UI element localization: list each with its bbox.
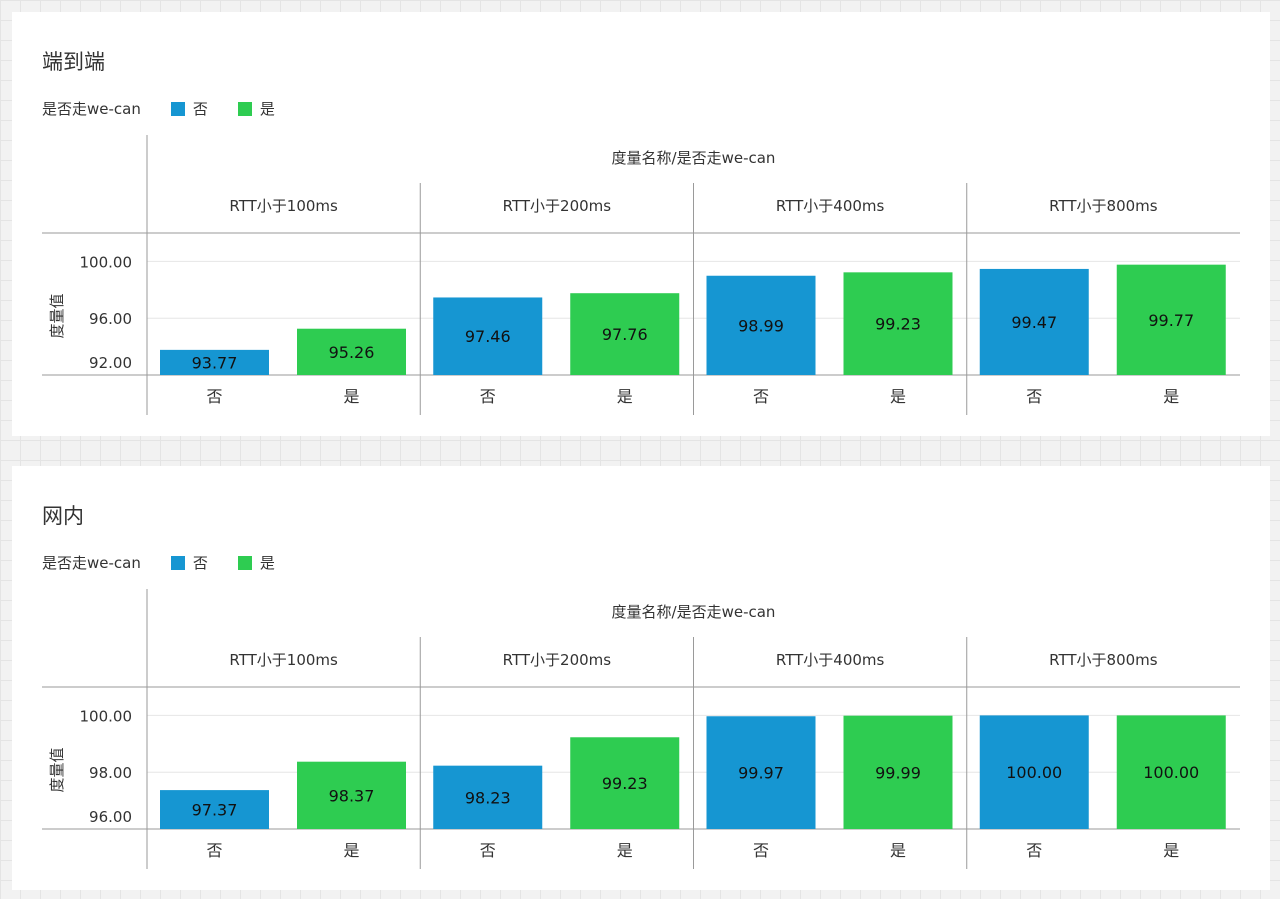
bar-no [160, 349, 269, 375]
group-label: RTT小于100ms [229, 651, 338, 669]
group-label: RTT小于100ms [229, 197, 338, 215]
legend-swatch-no [170, 101, 185, 116]
legend-swatch-yes [237, 555, 252, 570]
bar-no [706, 275, 816, 375]
x-tick-label: 否 [1026, 387, 1042, 406]
x-tick-label: 是 [1163, 841, 1179, 860]
legend-swatch-no [170, 555, 185, 570]
bar-value-label: 99.23 [875, 315, 921, 334]
legend-item-no[interactable]: 否 [170, 98, 208, 119]
legend-title: 是否走we-can [42, 100, 141, 118]
y-tick-label: 96.00 [89, 808, 132, 826]
x-tick-label: 是 [343, 841, 359, 860]
bar-no [433, 765, 543, 829]
x-tick-label: 否 [753, 841, 769, 860]
legend: 是否走we-can 否 是 [42, 98, 275, 119]
bar-yes [843, 272, 953, 375]
group-label: RTT小于200ms [503, 651, 612, 669]
legend-label: 是 [259, 554, 275, 572]
x-tick-label: 否 [480, 841, 496, 860]
bar-no [979, 268, 1089, 375]
x-tick-label: 是 [890, 387, 906, 406]
legend-title: 是否走we-can [42, 554, 141, 572]
y-tick-label: 92.00 [89, 354, 132, 372]
y-tick-label: 96.00 [89, 310, 132, 328]
bar-value-label: 99.97 [738, 764, 784, 783]
bar-value-label: 97.76 [602, 325, 648, 344]
y-tick-label: 100.00 [80, 253, 133, 271]
bar-value-label: 99.77 [1148, 311, 1194, 330]
x-tick-label: 是 [617, 387, 633, 406]
group-label: RTT小于400ms [776, 197, 885, 215]
bar-value-label: 100.00 [1006, 763, 1062, 782]
bar-no [706, 716, 816, 829]
bar-value-label: 98.99 [738, 316, 784, 335]
group-label: RTT小于200ms [503, 197, 612, 215]
bar-value-label: 95.26 [329, 343, 375, 362]
bar-value-label: 98.37 [329, 786, 375, 805]
bar-chart: 92.00 96.00 100.00 度量值 度量名称/是否走we-can RTT小于10… [42, 135, 1240, 415]
bar-yes [1116, 715, 1226, 829]
bar-yes [297, 761, 406, 829]
bar-value-label: 99.99 [875, 763, 921, 782]
y-axis-label: 度量值 [48, 747, 66, 792]
bar-yes [843, 715, 953, 829]
bar-no [160, 790, 269, 829]
bar-value-label: 98.23 [465, 788, 511, 807]
x-tick-label: 否 [206, 841, 222, 860]
x-tick-label: 是 [1163, 387, 1179, 406]
group-label: RTT小于800ms [1049, 651, 1158, 669]
chart-card-intranet: 网内 是否走we-can 否 是 96.00 98.00 100.00 度量值 度量名称… [12, 466, 1270, 890]
y-tick-label: 100.00 [80, 707, 133, 725]
y-tick-label: 98.00 [89, 764, 132, 782]
x-tick-label: 是 [343, 387, 359, 406]
legend-label: 否 [192, 554, 208, 572]
legend-label: 是 [259, 100, 275, 118]
legend-label: 否 [192, 100, 208, 118]
header-label: 度量名称/是否走we-can [612, 603, 776, 621]
legend-item-yes[interactable]: 是 [237, 98, 275, 119]
header-label: 度量名称/是否走we-can [612, 149, 776, 167]
x-tick-label: 否 [206, 387, 222, 406]
bar-chart: 96.00 98.00 100.00 度量值 度量名称/是否走we-can RTT小于10… [42, 589, 1240, 869]
bar-yes [570, 293, 680, 375]
bar-yes [297, 328, 406, 375]
bar-no [979, 715, 1089, 829]
bar-no [433, 297, 543, 375]
bar-yes [1116, 264, 1226, 375]
bar-value-label: 99.47 [1011, 313, 1057, 332]
bar-value-label: 97.37 [192, 801, 238, 820]
chart-title: 网内 [42, 504, 84, 528]
group-label: RTT小于800ms [1049, 197, 1158, 215]
x-tick-label: 否 [753, 387, 769, 406]
bar-value-label: 99.23 [602, 774, 648, 793]
chart-card-end-to-end: 端到端 是否走we-can 否 是 92.00 96.00 100.00 度量值 度量名… [12, 12, 1270, 436]
bar-yes [570, 737, 680, 829]
bar-value-label: 100.00 [1143, 763, 1199, 782]
legend-item-no[interactable]: 否 [170, 552, 208, 573]
bar-value-label: 93.77 [192, 353, 238, 372]
legend-swatch-yes [237, 101, 252, 116]
x-tick-label: 是 [617, 841, 633, 860]
legend: 是否走we-can 否 是 [42, 552, 275, 573]
group-label: RTT小于400ms [776, 651, 885, 669]
bar-value-label: 97.46 [465, 327, 511, 346]
chart-title: 端到端 [42, 50, 105, 74]
x-tick-label: 否 [480, 387, 496, 406]
legend-item-yes[interactable]: 是 [237, 552, 275, 573]
x-tick-label: 是 [890, 841, 906, 860]
y-axis-label: 度量值 [48, 293, 66, 338]
x-tick-label: 否 [1026, 841, 1042, 860]
